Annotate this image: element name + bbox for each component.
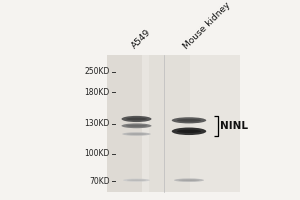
Ellipse shape	[123, 179, 150, 182]
Ellipse shape	[172, 128, 206, 135]
Ellipse shape	[127, 133, 146, 135]
Text: 70KD: 70KD	[89, 177, 110, 186]
Text: 100KD: 100KD	[84, 149, 110, 158]
Text: 250KD: 250KD	[84, 67, 110, 76]
Ellipse shape	[126, 125, 147, 127]
Text: A549: A549	[130, 28, 153, 51]
Ellipse shape	[122, 116, 152, 122]
Ellipse shape	[177, 119, 201, 122]
Ellipse shape	[122, 123, 152, 128]
Ellipse shape	[122, 132, 151, 136]
Text: 130KD: 130KD	[84, 119, 110, 128]
Ellipse shape	[172, 117, 206, 123]
Text: 180KD: 180KD	[84, 88, 110, 97]
Ellipse shape	[178, 179, 200, 181]
Ellipse shape	[174, 178, 204, 182]
Bar	[114, 55, 240, 192]
Text: NINL: NINL	[220, 121, 248, 131]
Ellipse shape	[177, 130, 201, 133]
Bar	[149, 55, 190, 192]
Ellipse shape	[127, 179, 146, 181]
Bar	[107, 55, 142, 192]
Text: Mouse kidney: Mouse kidney	[181, 0, 232, 51]
Ellipse shape	[126, 118, 147, 120]
